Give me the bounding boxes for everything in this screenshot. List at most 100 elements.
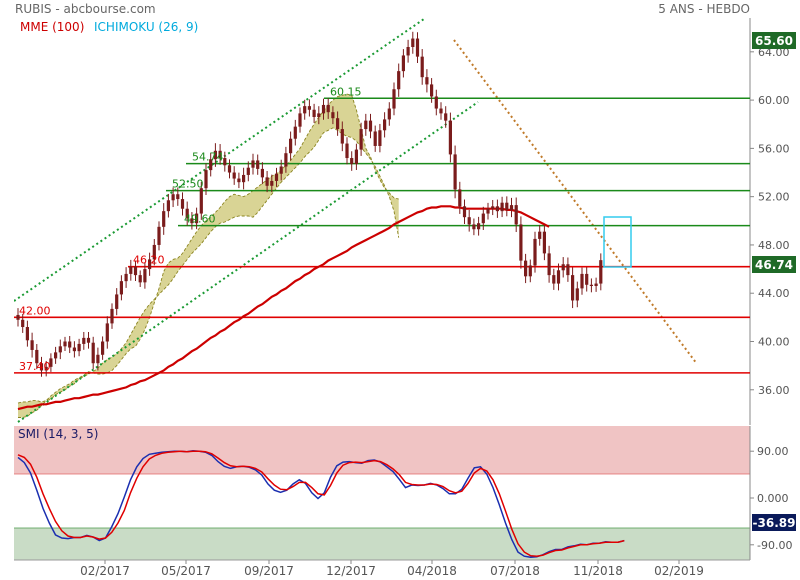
resistance-label: 54.74 [192,151,224,164]
downtrend-line [453,39,698,365]
candle [138,270,142,288]
candle [528,259,532,283]
price-plot-area [14,18,750,423]
candle [425,69,429,93]
support-label: 46.20 [133,254,165,267]
candle [185,201,189,226]
resistance-label: 49.60 [184,213,216,226]
candle [383,112,387,138]
candle [265,171,269,193]
candle [289,131,293,161]
candle [509,197,514,218]
price-tick-label: 44.00 [758,287,790,300]
candle [176,187,180,206]
candle [524,253,528,284]
price-tick-label: 40.00 [758,336,790,349]
candle [49,353,53,372]
time-tick-label: 07/2018 [490,564,540,578]
highlight-box [603,216,632,268]
time-tick-label: 11/2018 [573,564,623,578]
smi-tick-label: 90.00 [757,445,789,458]
candle [542,224,546,261]
candle [491,199,495,216]
candle [387,102,391,126]
candle [152,239,156,266]
candle [336,111,340,136]
resistance-label: 60.15 [330,85,362,98]
price-axis-ticks: 64.00 60.00 56.00 52.00 48.00 44.00 40.00 36.00 [750,46,790,397]
candle [105,316,109,349]
candle [242,167,246,190]
candle [406,39,410,63]
smi-last-tag-text: -36.89 [753,516,796,530]
candle [119,275,123,301]
candle [439,102,443,120]
candle [293,119,297,146]
candle [63,336,67,351]
candle [495,199,499,218]
candle [232,166,236,185]
time-tick-label: 12/2017 [326,564,376,578]
candle [411,31,415,54]
candle [124,267,128,288]
candle [58,339,62,360]
candle [401,49,405,78]
candle [39,356,44,377]
candle [30,332,34,358]
candle [312,103,316,123]
candle [86,331,91,349]
price-tick-label: 56.00 [758,142,790,155]
candle [115,288,119,316]
candle [430,78,434,103]
candle [166,193,170,218]
candle [477,216,481,236]
candle [415,32,420,63]
high-price-tag: 65.60 [752,32,796,49]
candle [129,259,133,281]
candle [21,313,25,333]
candle [561,257,565,278]
candle [392,82,396,116]
candle [162,203,166,235]
candle [260,162,264,185]
candle [326,98,330,119]
mme-100-line [17,205,550,411]
smi-signal-line [17,450,625,557]
candle [237,172,241,189]
candle [472,218,476,236]
candle [467,209,471,232]
candle [35,344,39,370]
candle [566,257,570,282]
candle [199,181,203,220]
candle [556,263,561,291]
candle [500,196,504,218]
candle [359,122,363,156]
candle [462,199,467,224]
smi-last-tag: -36.89 [752,514,796,531]
symbol-title: RUBIS - abcbourse.com [15,2,156,16]
time-tick-label: 09/2017 [244,564,294,578]
candle [486,202,490,220]
candle [340,121,344,152]
period-label: 5 ANS - HEBDO [658,2,750,16]
candle [227,159,232,179]
smi-tick-label: -90.00 [757,539,792,552]
candle [458,181,462,214]
legend-ichimoku: ICHIMOKU (26, 9) [94,20,198,34]
candle [251,153,255,175]
candle [448,112,452,163]
smi-overbought-zone [14,426,750,474]
price-tick-label: 60.00 [758,94,790,107]
resistance-label: 52.50 [172,178,204,191]
candle [303,99,307,120]
candle [209,152,213,177]
price-tick-label: 52.00 [758,191,790,204]
candle [599,253,603,291]
candle [397,63,401,97]
smi-tick-label: 0.000 [757,492,789,505]
ichimoku-span-b [17,127,400,404]
candle [533,231,537,273]
horizontal-levels [14,97,750,374]
candle [571,267,575,309]
candle [373,125,377,152]
